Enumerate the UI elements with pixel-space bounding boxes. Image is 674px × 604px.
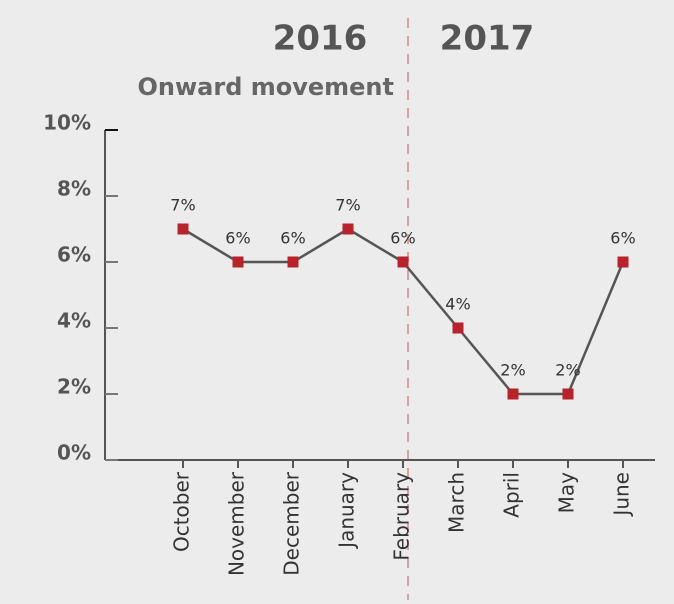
- data-label: 6%: [225, 229, 250, 248]
- data-point: [342, 223, 354, 235]
- year-label: 2016: [273, 19, 368, 59]
- year-label: 2017: [440, 19, 535, 59]
- x-tick-label: February: [390, 472, 414, 561]
- x-tick-label: October: [170, 471, 194, 552]
- y-tick-label: 2%: [57, 375, 91, 399]
- y-tick-label: 10%: [43, 111, 91, 135]
- data-point: [617, 256, 629, 268]
- data-point: [397, 256, 409, 268]
- data-point: [452, 322, 464, 334]
- data-label: 6%: [280, 229, 305, 248]
- data-label: 4%: [445, 295, 470, 314]
- y-tick-label: 0%: [57, 441, 91, 465]
- x-tick-label: June: [610, 472, 634, 518]
- data-label: 2%: [555, 361, 580, 380]
- data-label: 2%: [500, 361, 525, 380]
- data-label: 6%: [610, 229, 635, 248]
- y-axis-label: Onward movement: [138, 73, 395, 101]
- data-label: 7%: [170, 196, 195, 215]
- y-tick-label: 4%: [57, 309, 91, 333]
- y-tick-label: 8%: [57, 177, 91, 201]
- x-tick-label: March: [445, 472, 469, 533]
- data-point: [507, 388, 519, 400]
- data-point: [177, 223, 189, 235]
- data-label: 6%: [390, 229, 415, 248]
- data-point: [232, 256, 244, 268]
- x-tick-label: January: [335, 472, 359, 550]
- x-tick-label: December: [280, 471, 304, 575]
- x-tick-label: November: [225, 471, 249, 576]
- x-tick-label: May: [555, 472, 579, 514]
- x-tick-label: April: [500, 472, 524, 518]
- data-label: 7%: [335, 196, 360, 215]
- data-point: [287, 256, 299, 268]
- y-tick-label: 6%: [57, 243, 91, 267]
- data-point: [562, 388, 574, 400]
